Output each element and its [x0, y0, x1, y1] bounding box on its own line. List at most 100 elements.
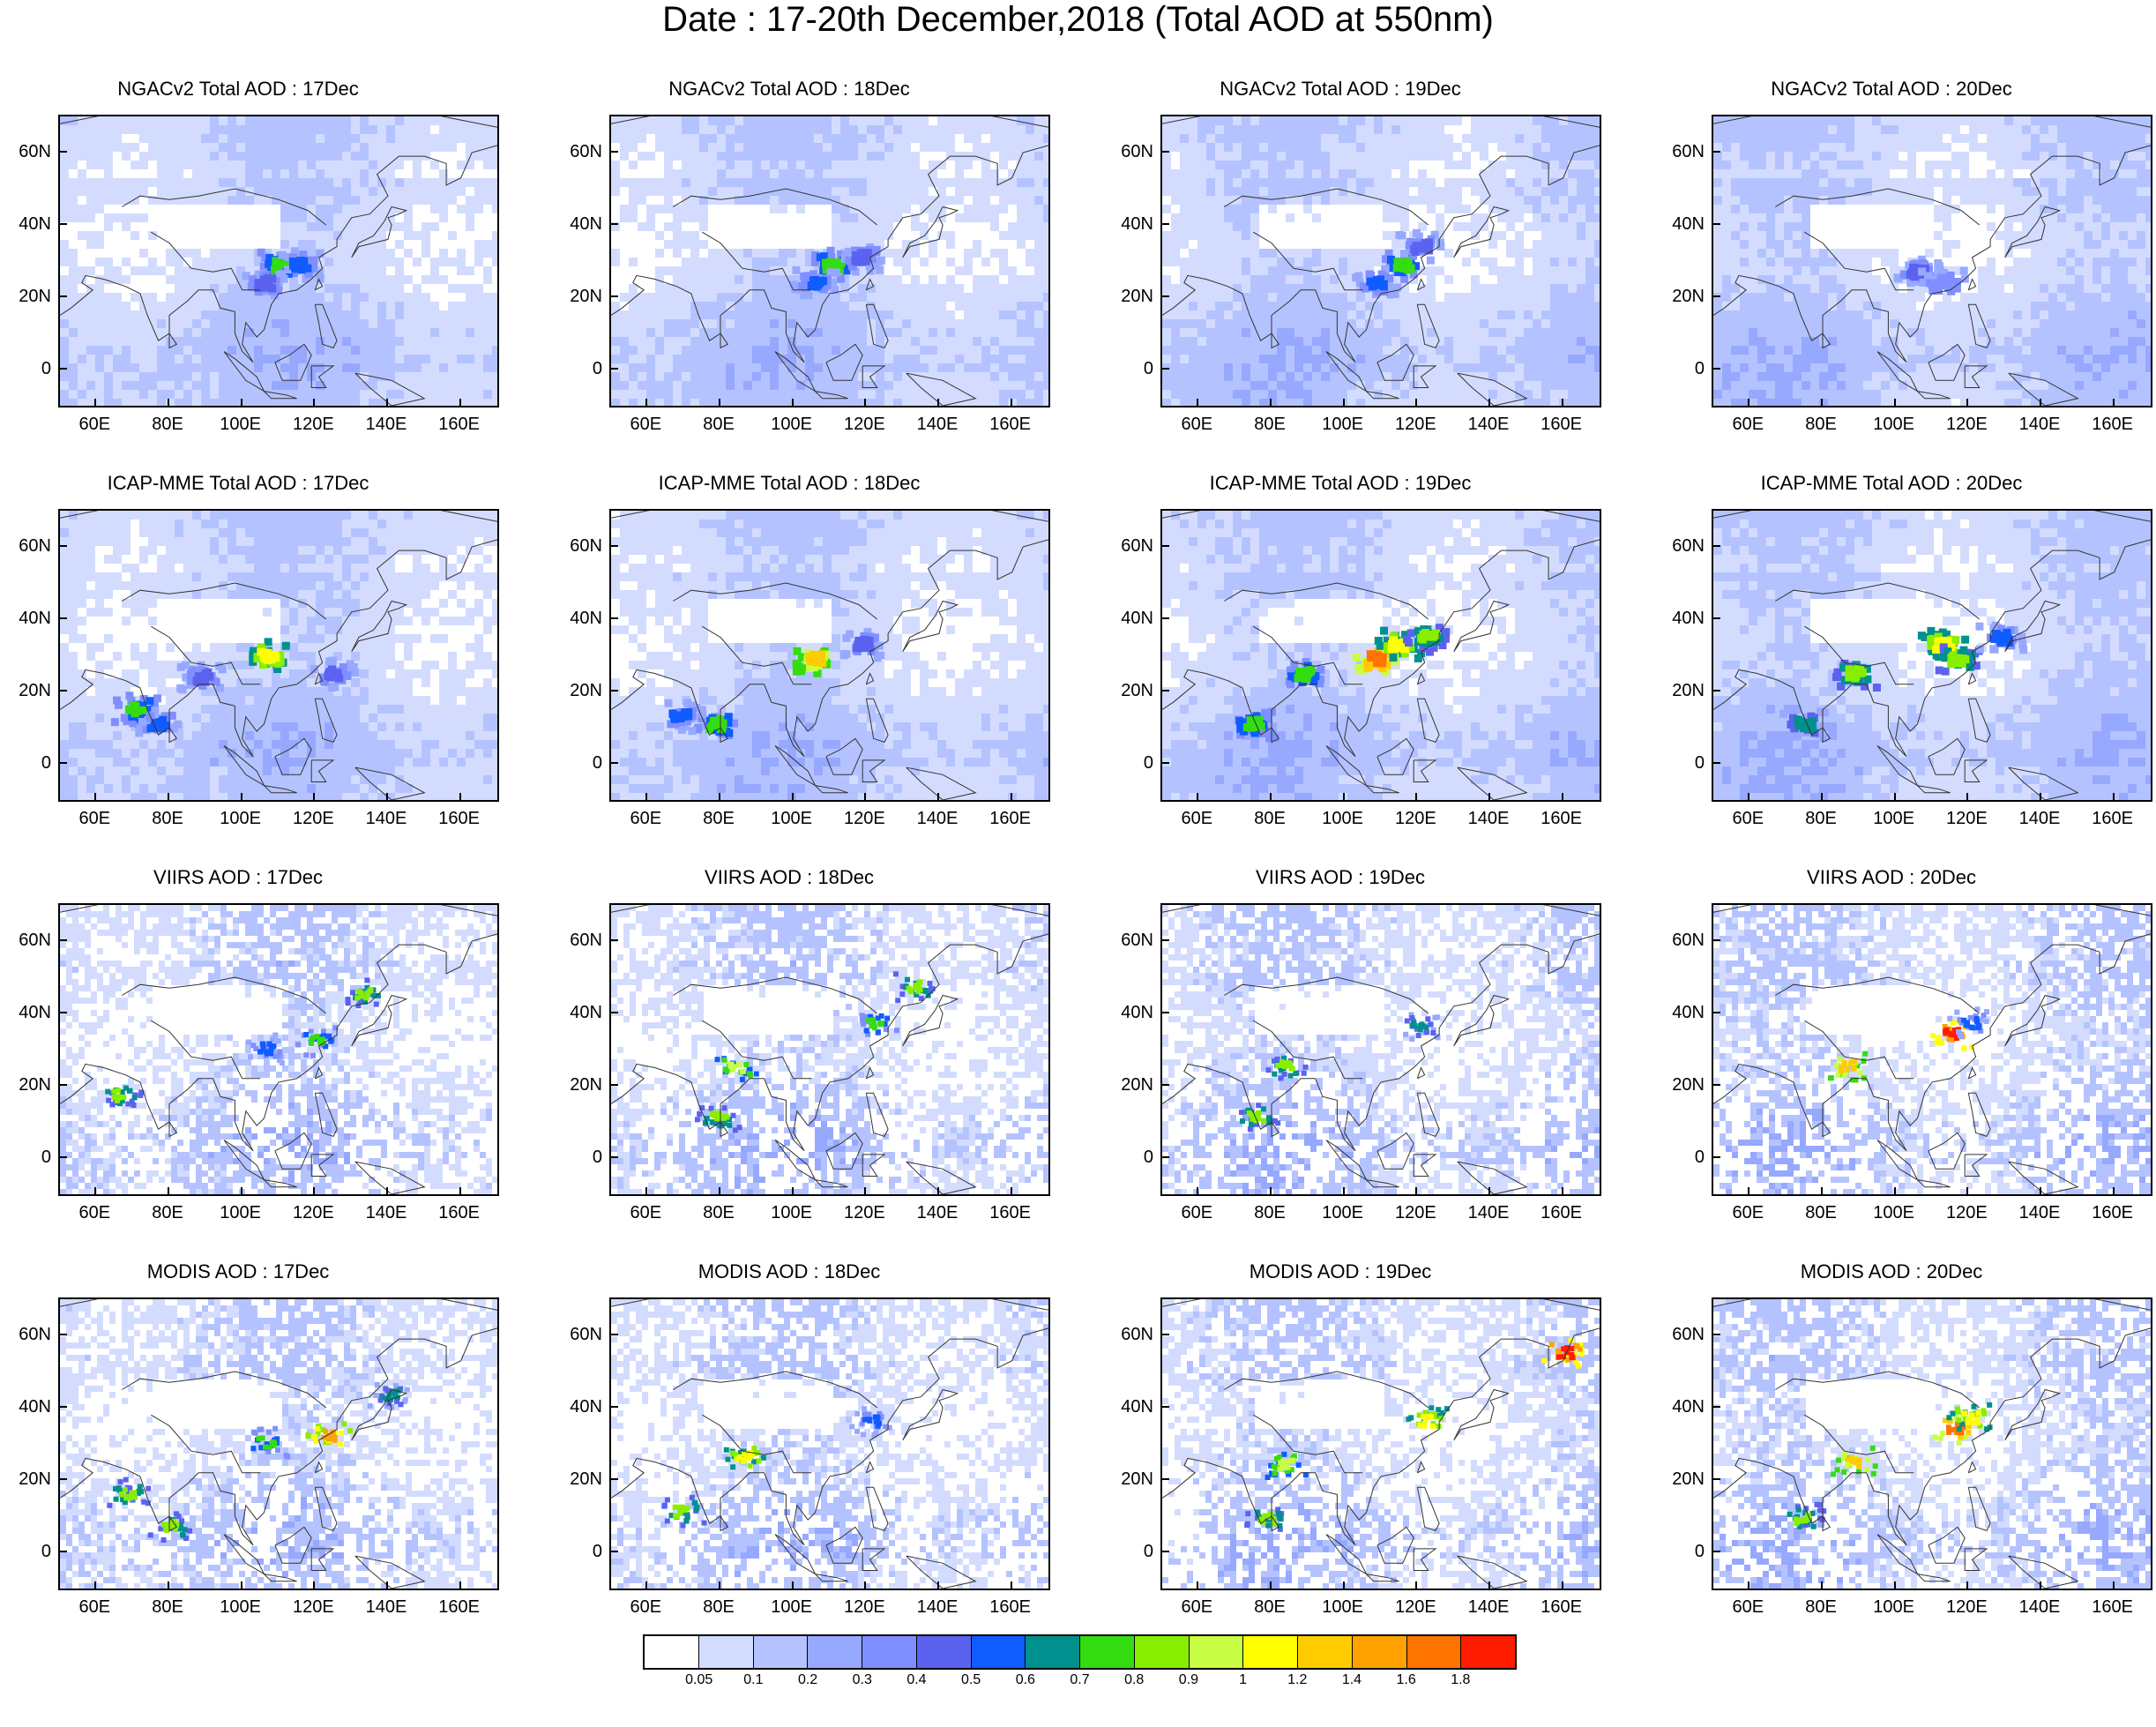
lon-tick-label: 80E — [1790, 415, 1852, 434]
lat-tick-mark — [1713, 1156, 1720, 1158]
lat-tick-label: 60N — [2, 536, 51, 556]
panel-title: VIIRS AOD : 18Dec — [551, 866, 1027, 889]
lon-tick-label: 100E — [1312, 1597, 1374, 1617]
lon-tick-mark — [1415, 399, 1418, 406]
lon-tick-mark — [1197, 793, 1199, 800]
lon-tick-label: 80E — [1239, 809, 1301, 828]
map-panel: VIIRS AOD : 18Dec 60N 40N 20N 0 60E 80E 100E 120… — [551, 789, 1050, 1222]
lon-tick-label: 60E — [1166, 415, 1227, 434]
lon-tick-label: 100E — [1312, 809, 1374, 828]
lat-tick-mark — [60, 545, 67, 547]
lon-tick-mark — [313, 399, 316, 406]
lat-tick-label: 0 — [1104, 753, 1153, 773]
lon-tick-mark — [1415, 1187, 1418, 1194]
lat-tick-label: 60N — [553, 931, 602, 950]
lon-tick-label: 80E — [137, 415, 198, 434]
lon-tick-mark — [459, 1581, 461, 1589]
lon-tick-mark — [240, 793, 242, 800]
lon-tick-mark — [937, 399, 939, 406]
lon-tick-mark — [1821, 793, 1823, 800]
lon-tick-mark — [1197, 1581, 1199, 1589]
lon-tick-mark — [2040, 399, 2041, 406]
colorbar-swatch — [808, 1636, 862, 1668]
lon-tick-mark — [1893, 399, 1896, 406]
map-panel: ICAP-MME Total AOD : 19Dec 60N 40N 20N 0 60E 8… — [1102, 394, 1601, 828]
panel-title: ICAP-MME Total AOD : 19Dec — [1102, 472, 1578, 495]
lat-tick-label: 60N — [1655, 142, 1705, 161]
lon-tick-mark — [645, 793, 648, 800]
coastlines — [611, 1299, 1048, 1589]
lat-tick-label: 40N — [2, 609, 51, 628]
aod-hotspots — [1244, 1338, 1585, 1532]
aod-map-svg — [1713, 1299, 2151, 1589]
lon-tick-mark — [1893, 1581, 1896, 1589]
lat-tick-label: 60N — [1104, 142, 1153, 161]
lat-tick-label: 40N — [1655, 1003, 1705, 1022]
colorbar-tick-label: 1.4 — [1330, 1672, 1374, 1688]
lat-tick-label: 60N — [553, 536, 602, 556]
colorbar-tick-label: 0.1 — [731, 1672, 775, 1688]
lat-tick-label: 0 — [2, 1542, 51, 1561]
lon-tick-mark — [1270, 1581, 1272, 1589]
panel-title: ICAP-MME Total AOD : 17Dec — [0, 472, 476, 495]
colorbar-swatch — [971, 1636, 1026, 1668]
lat-tick-label: 40N — [2, 1397, 51, 1417]
lon-tick-mark — [313, 1187, 316, 1194]
lat-tick-mark — [611, 1406, 618, 1408]
lon-tick-mark — [1488, 1581, 1490, 1589]
lat-tick-mark — [611, 1478, 618, 1480]
lon-tick-label: 160E — [2082, 1597, 2144, 1617]
lon-tick-label: 80E — [1790, 1203, 1852, 1222]
lon-tick-label: 140E — [355, 1597, 417, 1617]
lon-tick-label: 80E — [137, 809, 198, 828]
lon-tick-mark — [1966, 1581, 1969, 1589]
lat-tick-label: 20N — [1104, 1469, 1153, 1489]
coastlines — [611, 905, 1048, 1194]
figure-title: Date : 17-20th December,2018 (Total AOD … — [0, 0, 2156, 39]
lat-tick-label: 20N — [2, 1075, 51, 1095]
map-area — [1160, 509, 1601, 802]
lat-tick-label: 0 — [553, 1542, 602, 1561]
lat-tick-mark — [611, 368, 618, 370]
lat-tick-mark — [60, 223, 67, 225]
lon-tick-label: 140E — [2009, 415, 2070, 434]
lat-tick-label: 60N — [1104, 931, 1153, 950]
lat-tick-mark — [1162, 295, 1169, 297]
lat-tick-mark — [1162, 939, 1169, 941]
lon-tick-mark — [1966, 793, 1969, 800]
lon-tick-label: 140E — [1458, 1597, 1519, 1617]
colorbar-swatch — [1026, 1636, 1080, 1668]
lon-tick-mark — [1893, 1187, 1896, 1194]
aod-map-svg — [611, 511, 1048, 800]
lon-tick-mark — [1966, 399, 1969, 406]
colorbar-swatch — [698, 1636, 754, 1668]
coastlines — [1162, 116, 1600, 406]
lon-tick-label: 120E — [1384, 1203, 1446, 1222]
lon-tick-label: 100E — [210, 809, 272, 828]
colorbar-swatch — [645, 1636, 699, 1668]
lon-tick-label: 60E — [1717, 1203, 1779, 1222]
lat-tick-mark — [60, 1406, 67, 1408]
map-area — [609, 509, 1050, 802]
lon-tick-mark — [240, 1581, 242, 1589]
lon-tick-label: 100E — [761, 1203, 823, 1222]
lon-tick-mark — [2040, 1581, 2041, 1589]
aod-map-svg — [611, 1299, 1048, 1589]
coastlines — [1162, 905, 1600, 1194]
lat-tick-mark — [1162, 1334, 1169, 1335]
lon-tick-label: 60E — [1166, 1597, 1227, 1617]
lat-tick-label: 0 — [553, 359, 602, 378]
lon-tick-mark — [1561, 1187, 1563, 1194]
lat-tick-mark — [60, 1334, 67, 1335]
lat-tick-label: 40N — [553, 609, 602, 628]
lat-tick-label: 20N — [1104, 1075, 1153, 1095]
lat-tick-label: 0 — [1655, 1148, 1705, 1167]
lon-tick-mark — [2040, 793, 2041, 800]
panel-title: MODIS AOD : 20Dec — [1653, 1260, 2130, 1283]
lon-tick-mark — [459, 399, 461, 406]
aod-hotspots — [664, 628, 885, 740]
lon-tick-label: 120E — [833, 1597, 895, 1617]
colorbar-tick-label: 1.2 — [1275, 1672, 1319, 1688]
lat-tick-mark — [611, 1551, 618, 1552]
lat-tick-mark — [1162, 545, 1169, 547]
